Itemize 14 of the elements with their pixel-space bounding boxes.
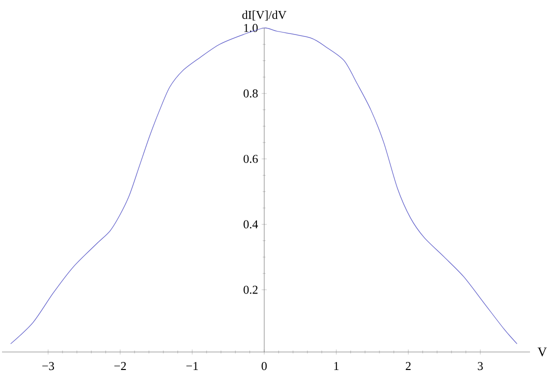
y-tick-label: 0.4 — [244, 220, 258, 228]
y-axis-title: dI[V]/dV — [242, 10, 286, 20]
y-tick-label: 0.8 — [244, 89, 258, 98]
x-tick-label: −1 — [186, 362, 198, 370]
y-tick-label: 0.6 — [244, 154, 258, 163]
x-axis-title: V — [538, 348, 547, 356]
y-tick-label: 0.2 — [244, 286, 258, 294]
x-tick-label: 2 — [406, 362, 411, 370]
y-tick-label: 1.0 — [244, 24, 258, 32]
x-tick-label: −3 — [42, 362, 54, 370]
x-tick-label: 1 — [334, 362, 339, 370]
x-tick-label: 0 — [262, 362, 267, 370]
x-tick-label: −2 — [114, 362, 126, 370]
x-tick-label: 3 — [478, 362, 483, 370]
